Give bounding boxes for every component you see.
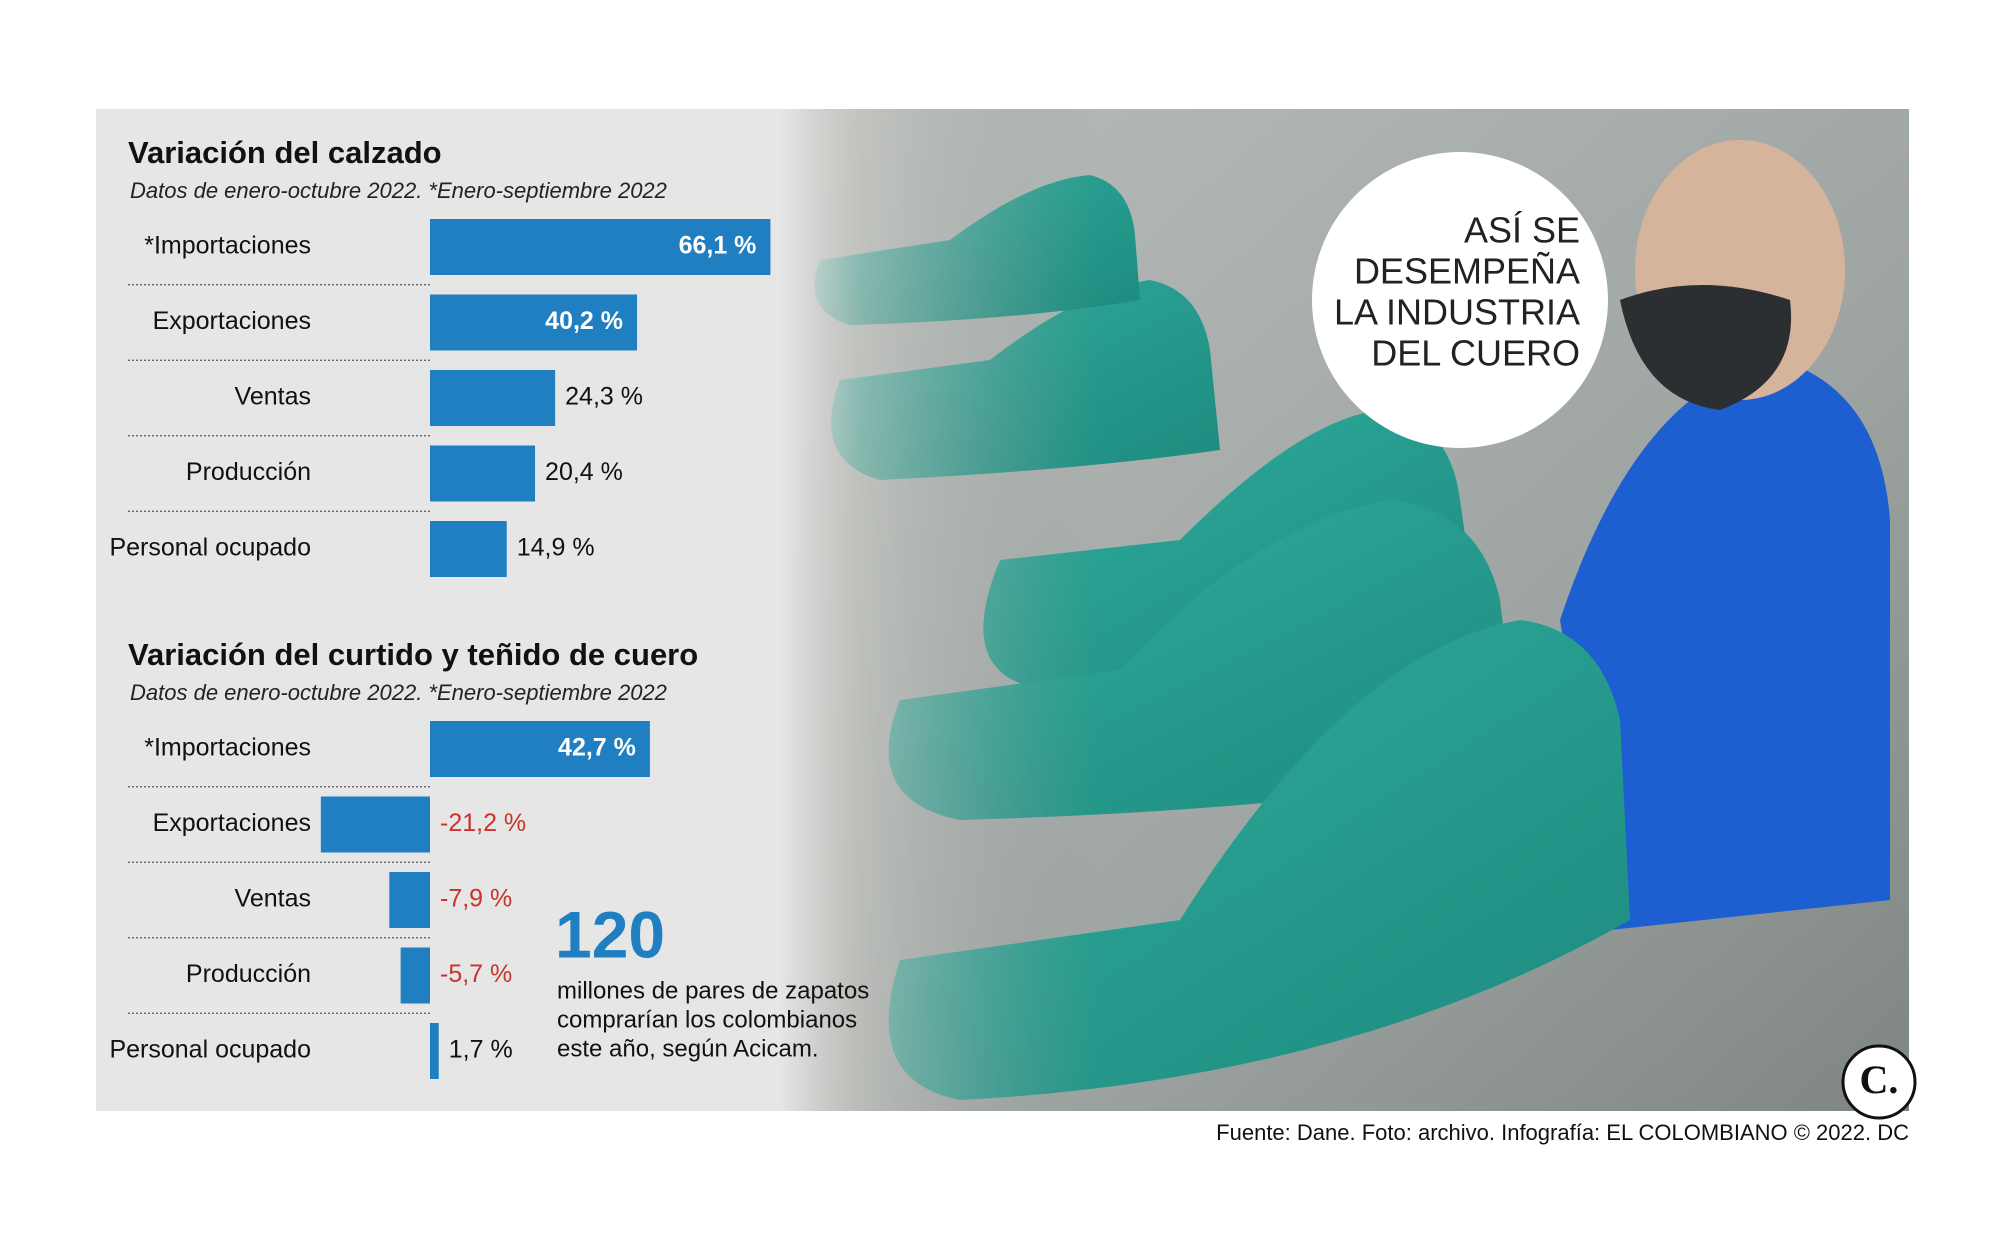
- chart-subtitle: Datos de enero-octubre 2022. *Enero-sept…: [130, 680, 667, 705]
- value-label: 42,7 %: [558, 734, 636, 762]
- category-label: Exportaciones: [153, 307, 311, 335]
- chart-title: Variación del calzado: [128, 135, 442, 170]
- callout-text: millones de pares de zapatos: [557, 977, 869, 1004]
- value-label: -5,7 %: [440, 960, 512, 988]
- callout-text: comprarían los colombianos: [557, 1006, 857, 1033]
- category-label: Producción: [186, 458, 311, 486]
- category-label: *Importaciones: [144, 232, 311, 260]
- bar: [320, 796, 430, 853]
- bar: [430, 1023, 439, 1079]
- category-label: Ventas: [235, 383, 311, 411]
- bar: [430, 219, 771, 275]
- callout-text: este año, según Acicam.: [557, 1035, 819, 1062]
- category-label: Exportaciones: [153, 809, 311, 837]
- headline-line: LA INDUSTRIA: [1334, 292, 1580, 333]
- bar: [430, 521, 507, 577]
- headline-line: DEL CUERO: [1371, 333, 1580, 374]
- photo: [780, 109, 1909, 1111]
- category-label: *Importaciones: [144, 734, 311, 762]
- chart-title: Variación del curtido y teñido de cuero: [128, 637, 698, 672]
- headline-line: ASÍ SE: [1464, 210, 1580, 251]
- value-label: 1,7 %: [449, 1036, 513, 1064]
- source: Fuente: Dane. Foto: archivo. Infografía:…: [1216, 1120, 1909, 1145]
- value-label: -21,2 %: [440, 809, 526, 837]
- worker-shirt: [1560, 360, 1890, 930]
- category-label: Personal ocupado: [109, 1036, 311, 1064]
- category-label: Producción: [186, 960, 311, 988]
- headline-bubble: [1312, 152, 1608, 448]
- logo-text: C.: [1860, 1057, 1899, 1102]
- value-label: 40,2 %: [545, 307, 623, 335]
- bar: [430, 370, 556, 426]
- category-label: Personal ocupado: [109, 534, 311, 562]
- bar: [430, 445, 536, 502]
- value-label: 66,1 %: [679, 232, 757, 260]
- category-label: Ventas: [235, 885, 311, 913]
- chart-subtitle: Datos de enero-octubre 2022. *Enero-sept…: [130, 178, 667, 203]
- headline-line: DESEMPEÑA: [1354, 251, 1580, 292]
- bar: [430, 294, 638, 351]
- value-label: 24,3 %: [565, 383, 643, 411]
- value-label: 14,9 %: [517, 534, 595, 562]
- value-label: 20,4 %: [545, 458, 623, 486]
- logo: [1841, 1044, 1917, 1120]
- worker-mask: [1620, 285, 1792, 410]
- bar: [400, 947, 430, 1004]
- bar: [389, 872, 430, 928]
- callout-number: 120: [555, 897, 665, 971]
- bar: [430, 721, 650, 777]
- photo-fade: [780, 109, 1100, 1111]
- value-label: -7,9 %: [440, 885, 512, 913]
